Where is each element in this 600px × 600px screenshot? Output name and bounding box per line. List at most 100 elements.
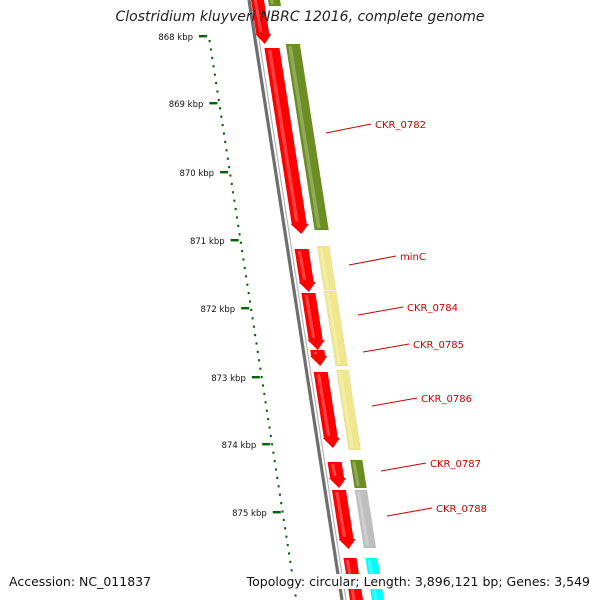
ruler-tick [230,239,239,242]
ruler-dot [228,166,231,169]
ruler-tick [272,511,281,514]
feature-gray-ckr0788-shine [357,491,370,547]
gene-leader-line [325,123,372,134]
ruler-dot [243,266,246,269]
cds-arrow-c-shine [297,250,307,281]
ruler-dot [268,426,271,429]
gene-leader-line [357,306,404,316]
ruler-dot [285,535,288,538]
gene-labels: CKR_0782 minC CKR_0784 CKR_0785 CKR_0786 CKR_… [375,120,487,515]
ruler-dot [289,560,292,563]
ruler-dot [258,359,261,362]
feature-olive-ckr0782-shine [288,45,321,229]
feature-track [250,0,385,600]
ruler-dot [267,418,270,421]
feature-olive-top-shine [270,0,274,5]
feature-yellow-ckr0786-shine [338,371,354,449]
ruler-dot [224,140,227,143]
feature-gray-ckr0788 [354,489,377,549]
ruler-dot [265,409,268,412]
ruler-dot [209,48,212,51]
cds-arrow-g [327,461,347,489]
gene-label[interactable]: CKR_0782 [375,120,426,131]
gene-label[interactable]: CKR_0786 [421,394,472,405]
gene-label[interactable]: CKR_0788 [436,504,487,515]
cds-arrow-c [294,248,317,293]
ruler-dot [254,334,257,337]
ruler-dot [262,384,265,387]
gene-leader-lines [325,123,433,517]
ruler-dot [241,250,244,253]
ruler-dot [277,485,280,488]
gene-label[interactable]: CKR_0785 [413,340,464,351]
ruler-dot [248,300,251,303]
ruler-label: 873 kbp [211,374,246,384]
ruler-dot [230,182,233,185]
ruler-dot [288,552,291,555]
cds-arrow-h-shine [335,491,347,538]
ruler-dot [222,132,225,135]
ruler-dot [213,73,216,76]
ruler-dot [217,98,220,101]
topology-text: Topology: circular; Length: 3,896,121 bp… [242,574,590,589]
cds-arrow-f [313,371,341,449]
cds-arrow-a [250,0,272,45]
ruler-label: 872 kbp [201,305,236,315]
ruler-dot [256,350,259,353]
cds-arrow-f-shine [316,373,331,437]
ruler-dot [221,124,224,127]
cds-arrow-e [309,349,328,367]
ruler-label: 870 kbp [179,169,214,179]
ruler-dot [239,241,242,244]
ruler-dot [284,527,287,530]
ruler-dot [276,476,279,479]
ruler-dot [280,502,283,505]
ruler-dot [281,510,284,513]
feature-yellow-minc [316,245,337,291]
cds-arrow-d [301,292,326,351]
ruler-dot [260,376,263,379]
feature-yellow-ckr0784-shine [326,292,341,365]
ruler-tick [262,443,271,446]
ruler-dot [237,224,240,227]
gene-label[interactable]: CKR_0784 [407,303,458,314]
ruler-dot [255,342,258,345]
ruler-dot [278,493,281,496]
ruler-label: 868 kbp [158,33,193,43]
feature-yellow-ckr0784 [323,290,349,367]
ruler-label: 869 kbp [169,100,204,110]
ruler-dot [233,199,236,202]
gene-leader-line [386,507,433,517]
gene-label[interactable]: CKR_0787 [430,459,481,470]
ruler-dot [232,191,235,194]
gene-label[interactable]: minC [400,252,426,263]
ruler-dot [245,275,248,278]
ruler-labels: 868 kbp 869 kbp 870 kbp 871 kbp 872 kbp 873 k… [158,33,277,587]
ruler-dot [225,149,228,152]
ruler-dot [264,401,267,404]
ruler-dot [251,317,254,320]
ruler-tick [241,307,250,310]
cds-arrow-d-shine [304,294,316,339]
ruler-dot [269,434,272,437]
ruler-tick [199,35,207,38]
feature-olive-ckr0787 [350,459,367,489]
ruler-label: 875 kbp [232,509,267,519]
cds-arrow-b-shine [267,49,299,223]
ruler-dot [263,392,266,395]
ruler-dot [216,90,219,93]
backbone-highlight [252,0,347,600]
backbone-line [247,0,344,600]
ruler-tick [209,102,218,105]
gene-leader-line [348,255,397,266]
ruler-tick [251,376,260,379]
ruler-dot [208,40,211,43]
ruler-dot [272,451,275,454]
ruler-dot [229,174,232,177]
ruler-dot [252,325,255,328]
ruler-tick [220,171,229,174]
cds-arrow-b [264,47,310,235]
cds-arrow-g-shine [330,463,337,477]
ruler-dot [211,56,214,59]
